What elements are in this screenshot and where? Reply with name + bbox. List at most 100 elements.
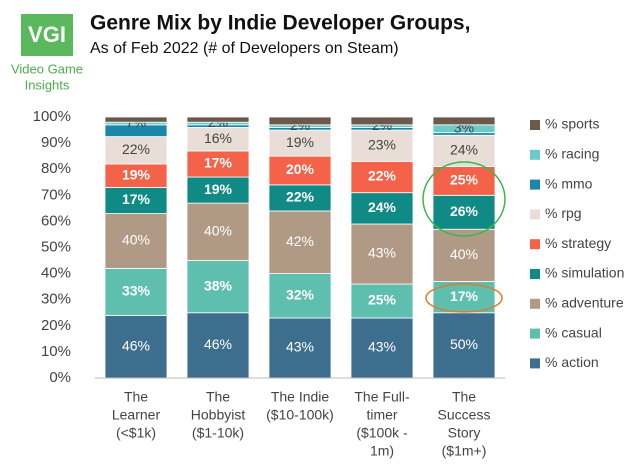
data-label: 33% xyxy=(122,283,151,299)
x-tick-label: The xyxy=(206,389,230,405)
bar-segment xyxy=(104,187,168,214)
legend-label: % rpg xyxy=(545,205,582,221)
data-label: 22% xyxy=(368,168,397,184)
data-label: 17% xyxy=(122,191,151,207)
bar-segment xyxy=(186,202,250,261)
bar-segment xyxy=(268,210,332,275)
data-label: 19% xyxy=(204,181,233,197)
legend-swatch xyxy=(530,269,540,279)
chart-title: Genre Mix by Indie Developer Groups, xyxy=(90,12,470,35)
bar-segment xyxy=(350,160,414,194)
y-tick-label: 80% xyxy=(41,160,71,177)
bar-segment xyxy=(432,312,496,379)
chart-subtitle: As of Feb 2022 (# of Developers on Steam… xyxy=(90,40,399,57)
legend-swatch xyxy=(530,358,540,369)
x-tick-label: ($1-10k) xyxy=(192,425,244,441)
bar-segment xyxy=(268,317,332,379)
data-label: 43% xyxy=(368,339,396,355)
bar-segment xyxy=(350,223,414,285)
legend-swatch xyxy=(530,298,540,309)
bar-segment xyxy=(104,213,168,269)
data-label: 38% xyxy=(204,277,233,293)
y-tick-label: 0% xyxy=(49,369,71,386)
bar-segment xyxy=(268,273,332,319)
x-tick-label: The xyxy=(124,389,148,405)
data-label: 16% xyxy=(204,130,232,146)
y-tick-label: 90% xyxy=(41,134,71,151)
logo-mark: VGI xyxy=(28,22,66,47)
y-tick-label: 10% xyxy=(41,343,71,360)
logo-box xyxy=(21,14,73,56)
legend-swatch xyxy=(530,209,540,220)
data-label: 50% xyxy=(450,336,478,352)
legend-label: % action xyxy=(545,354,599,370)
legend-label: % simulation xyxy=(545,265,624,281)
bar-segment xyxy=(268,116,332,126)
highlight xyxy=(422,161,506,237)
highlight xyxy=(425,283,503,313)
data-label: 19% xyxy=(122,166,151,182)
legend-label: % sports xyxy=(545,116,599,132)
x-tick-label: Story xyxy=(448,425,481,441)
data-label: 46% xyxy=(122,337,150,353)
logo-text: Video Game xyxy=(11,61,83,76)
data-label: 22% xyxy=(286,189,315,205)
data-label: 42% xyxy=(286,233,314,249)
data-label: 26% xyxy=(450,203,479,219)
data-label: 40% xyxy=(450,246,478,262)
bar-segment xyxy=(104,136,168,165)
data-label: 23% xyxy=(368,136,396,152)
logo-text: Insights xyxy=(25,77,70,92)
y-tick-label: 100% xyxy=(33,108,71,125)
bar-segment xyxy=(268,184,332,212)
data-label: 46% xyxy=(204,336,232,352)
data-label: 40% xyxy=(122,232,150,248)
x-tick-label: The Full- xyxy=(354,389,410,405)
bar-segment xyxy=(350,129,414,162)
y-tick-label: 30% xyxy=(41,291,71,308)
x-tick-label: (<$1k) xyxy=(116,425,156,441)
y-tick-label: 70% xyxy=(41,186,71,203)
legend-swatch xyxy=(530,239,540,250)
x-tick-label: 1m) xyxy=(370,443,394,459)
data-label: 43% xyxy=(286,339,314,355)
legend-label: % adventure xyxy=(545,295,624,311)
legend-label: % racing xyxy=(545,146,599,162)
x-tick-label: ($1m+) xyxy=(442,443,487,459)
y-tick-label: 60% xyxy=(41,212,71,229)
data-label: 40% xyxy=(204,223,232,239)
x-tick-label: ($100k - xyxy=(356,425,408,441)
legend-swatch xyxy=(530,120,540,130)
data-label: 22% xyxy=(122,141,150,157)
x-tick-label: The xyxy=(452,389,476,405)
legend-label: % mmo xyxy=(545,175,593,191)
data-label: 17% xyxy=(204,155,233,171)
legend-label: % strategy xyxy=(545,235,611,251)
plot: 0% 10% 20% 30% 40% 50% 60% 70% 80% 90% 100% The Lear… xyxy=(33,108,625,459)
bar-segment xyxy=(186,116,250,123)
bar-segment xyxy=(186,150,250,178)
bar-segment xyxy=(432,166,496,196)
legend-swatch xyxy=(530,149,540,160)
y-tick-label: 40% xyxy=(41,265,71,282)
x-tick-label: Learner xyxy=(112,407,161,423)
x-tick-label: timer xyxy=(366,407,397,423)
legend-swatch xyxy=(530,328,540,339)
y-tick-label: 50% xyxy=(41,238,71,255)
x-tick-label: Hobbyist xyxy=(191,407,246,423)
legend-swatch xyxy=(530,179,540,190)
data-label: 20% xyxy=(286,161,315,177)
bar-segment xyxy=(432,228,496,282)
y-tick-label: 20% xyxy=(41,317,71,334)
data-label: 25% xyxy=(368,292,397,308)
bar-segment xyxy=(350,192,414,225)
x-tick-label: ($10-100k) xyxy=(266,407,334,423)
x-tick-label: The Indie xyxy=(271,389,330,405)
data-label: 19% xyxy=(286,134,314,150)
legend-label: % casual xyxy=(545,324,602,340)
data-label: 32% xyxy=(286,286,315,302)
bar-segment xyxy=(268,129,332,157)
bar-segment xyxy=(104,314,168,379)
